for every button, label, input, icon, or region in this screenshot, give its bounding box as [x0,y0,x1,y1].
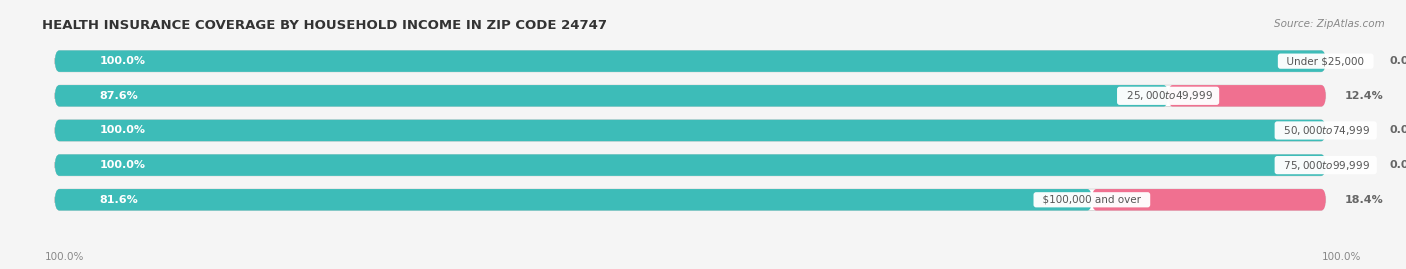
Text: $50,000 to $74,999: $50,000 to $74,999 [1277,124,1374,137]
Text: 100.0%: 100.0% [100,125,145,136]
FancyBboxPatch shape [55,189,1092,211]
Text: 12.4%: 12.4% [1344,91,1384,101]
FancyBboxPatch shape [55,50,1326,72]
Text: Under $25,000: Under $25,000 [1281,56,1371,66]
Text: 0.0%: 0.0% [1389,160,1406,170]
Text: 100.0%: 100.0% [100,56,145,66]
FancyBboxPatch shape [55,154,1326,176]
Text: $25,000 to $49,999: $25,000 to $49,999 [1119,89,1216,102]
Text: 100.0%: 100.0% [45,252,84,262]
Text: Source: ZipAtlas.com: Source: ZipAtlas.com [1274,19,1385,29]
FancyBboxPatch shape [55,85,1168,107]
FancyBboxPatch shape [55,189,1326,211]
FancyBboxPatch shape [1168,85,1326,107]
Text: 18.4%: 18.4% [1344,195,1384,205]
Text: 0.0%: 0.0% [1389,125,1406,136]
FancyBboxPatch shape [55,50,1326,72]
Text: 100.0%: 100.0% [100,160,145,170]
Text: HEALTH INSURANCE COVERAGE BY HOUSEHOLD INCOME IN ZIP CODE 24747: HEALTH INSURANCE COVERAGE BY HOUSEHOLD I… [42,19,607,32]
Text: 87.6%: 87.6% [100,91,138,101]
Text: 100.0%: 100.0% [1322,252,1361,262]
Text: $100,000 and over: $100,000 and over [1036,195,1147,205]
FancyBboxPatch shape [55,154,1326,176]
FancyBboxPatch shape [55,85,1326,107]
FancyBboxPatch shape [55,120,1326,141]
Text: 0.0%: 0.0% [1389,56,1406,66]
FancyBboxPatch shape [55,120,1326,141]
Text: 81.6%: 81.6% [100,195,138,205]
FancyBboxPatch shape [1092,189,1326,211]
Text: $75,000 to $99,999: $75,000 to $99,999 [1277,159,1374,172]
